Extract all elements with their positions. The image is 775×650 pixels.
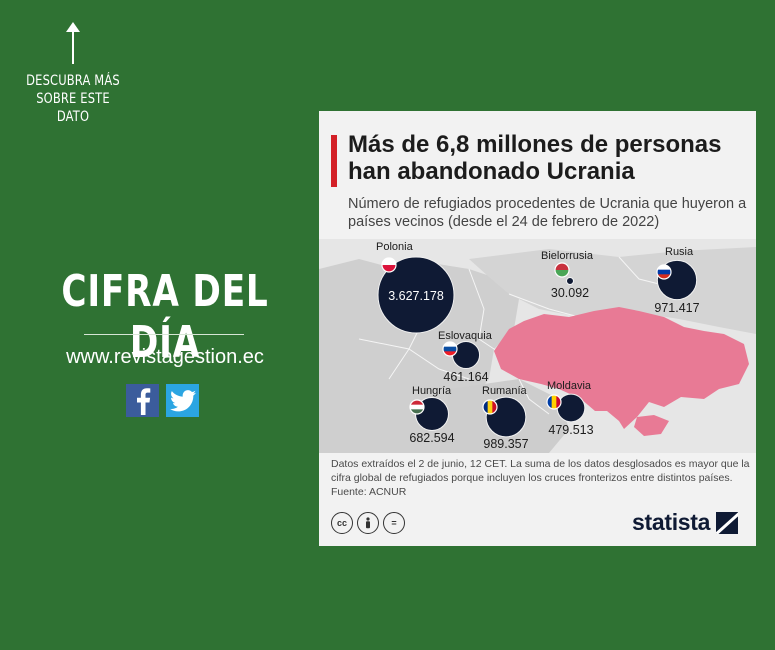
label-hungria: Hungría	[412, 385, 452, 397]
label-rusia: Rusia	[665, 246, 694, 258]
nd-icon[interactable]: =	[383, 512, 405, 534]
label-rumania: Rumanía	[482, 385, 528, 397]
value-hungria: 682.594	[409, 431, 454, 445]
label-moldavia: Moldavia	[547, 380, 592, 392]
twitter-icon	[169, 389, 196, 411]
cc-icon[interactable]: cc	[331, 512, 353, 534]
learn-more-callout[interactable]: DESCUBRA MÁS SOBRE ESTE DATO	[14, 22, 132, 126]
flag-hungria-icon	[409, 399, 425, 415]
website-link[interactable]: www.revistagestion.ec	[66, 346, 264, 368]
value-polonia: 3.627.178	[388, 289, 444, 303]
value-bielorrusia: 30.092	[551, 286, 589, 300]
statista-mark-icon	[716, 511, 739, 534]
flag-rumania-icon	[482, 399, 498, 415]
chart-subtitle: Número de refugiados procedentes de Ucra…	[348, 196, 747, 230]
label-bielorrusia: Bielorrusia	[541, 250, 594, 262]
source-text: Fuente: ACNUR	[331, 486, 407, 498]
arrow-up-icon	[66, 22, 80, 64]
value-rumania: 989.357	[483, 437, 528, 451]
footnote: Datos extraídos el 2 de junio, 12 CET. L…	[331, 457, 751, 499]
bubble-polonia	[377, 256, 455, 334]
license-icons: cc =	[331, 512, 405, 534]
chart-title: Más de 6,8 millones de personas han aban…	[348, 131, 722, 185]
infographic-card: Más de 6,8 millones de personas han aban…	[319, 111, 756, 546]
social-links	[126, 384, 199, 417]
value-moldavia: 479.513	[548, 423, 593, 437]
flag-moldavia-icon	[546, 394, 562, 410]
crimea-shape	[634, 415, 669, 436]
flag-rusia-icon	[656, 264, 672, 280]
bubble-moldavia	[556, 393, 586, 423]
learn-more-text: DESCUBRA MÁS SOBRE ESTE DATO	[25, 72, 122, 126]
flag-bielorrusia-icon	[554, 262, 570, 278]
divider	[84, 334, 244, 335]
bubble-layer: Polonia 3.627.178 Bielorrusia 30.092 Rusia 97…	[376, 241, 700, 451]
statista-logo[interactable]: statista	[632, 509, 739, 536]
headline: CIFRA DEL DÍA	[61, 266, 269, 368]
by-icon[interactable]	[357, 512, 379, 534]
learn-more-line-3: DATO	[56, 109, 90, 125]
facebook-button[interactable]	[126, 384, 159, 417]
ukraine-shape	[494, 307, 749, 429]
learn-more-line-2: SOBRE ESTE	[36, 91, 110, 107]
label-polonia: Polonia	[376, 241, 414, 253]
value-rusia: 971.417	[654, 301, 699, 315]
refugee-map: Polonia 3.627.178 Bielorrusia 30.092 Rusia 97…	[319, 239, 756, 453]
title-accent-bar	[331, 135, 337, 187]
facebook-icon	[136, 387, 150, 415]
flag-eslovaquia-icon	[442, 341, 458, 357]
flag-polonia-icon	[381, 257, 397, 273]
twitter-button[interactable]	[166, 384, 199, 417]
learn-more-line-1: DESCUBRA MÁS	[26, 73, 120, 89]
bubble-bielorrusia	[566, 277, 574, 285]
footnote-text: Datos extraídos el 2 de junio, 12 CET. L…	[331, 458, 750, 484]
value-eslovaquia: 461.164	[443, 370, 488, 384]
statista-wordmark: statista	[632, 509, 711, 535]
label-eslovaquia: Eslovaquia	[438, 330, 493, 342]
